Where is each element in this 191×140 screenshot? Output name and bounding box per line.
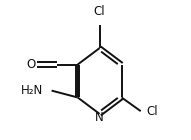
Text: O: O: [26, 58, 35, 71]
Text: H₂N: H₂N: [21, 84, 43, 97]
Text: Cl: Cl: [146, 105, 158, 118]
Text: Cl: Cl: [94, 5, 105, 18]
Text: N: N: [95, 110, 104, 123]
